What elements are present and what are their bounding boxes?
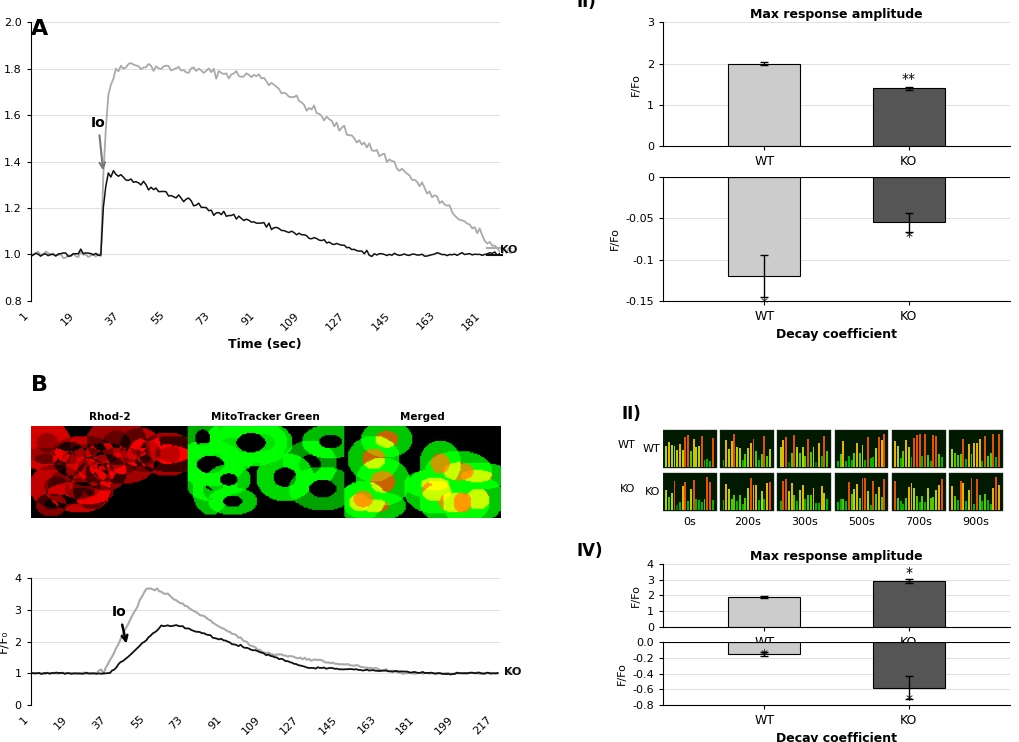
Y-axis label: F/Fo: F/Fo <box>616 662 626 685</box>
Text: *: * <box>904 566 911 580</box>
Text: Io: Io <box>91 116 105 168</box>
Bar <box>728 177 800 276</box>
Text: 200s: 200s <box>733 517 760 527</box>
Text: *: * <box>760 649 767 663</box>
Text: A: A <box>31 19 48 39</box>
Bar <box>728 643 800 654</box>
Bar <box>891 473 945 511</box>
Bar <box>776 430 830 467</box>
Text: 900s: 900s <box>962 517 988 527</box>
Text: Io: Io <box>112 605 127 641</box>
Text: 0s: 0s <box>683 517 696 527</box>
Text: *: * <box>904 693 911 707</box>
Y-axis label: F/Fo: F/Fo <box>631 73 641 96</box>
Bar <box>776 473 830 511</box>
Bar <box>662 430 716 467</box>
Text: wt: wt <box>499 246 513 256</box>
Text: B: B <box>31 375 48 395</box>
Bar <box>719 430 773 467</box>
Bar <box>871 177 944 223</box>
Y-axis label: F/F₀: F/F₀ <box>0 630 9 653</box>
Y-axis label: F/Fo: F/Fo <box>631 584 641 607</box>
Text: II): II) <box>621 405 641 424</box>
Bar <box>871 643 944 688</box>
X-axis label: Decay coefficient: Decay coefficient <box>775 329 896 341</box>
X-axis label: Decay coefficient: Decay coefficient <box>775 732 896 742</box>
Bar <box>719 473 773 511</box>
Text: Merged: Merged <box>399 413 444 422</box>
X-axis label: Time (sec): Time (sec) <box>228 338 302 350</box>
Bar <box>871 581 944 626</box>
Text: 500s: 500s <box>848 517 874 527</box>
Bar <box>891 430 945 467</box>
Bar <box>871 88 944 146</box>
Title: Max response amplitude: Max response amplitude <box>749 8 922 21</box>
Text: KO: KO <box>644 487 659 497</box>
Text: WT: WT <box>616 440 635 450</box>
Text: 300s: 300s <box>790 517 817 527</box>
Text: WT: WT <box>642 444 659 454</box>
Text: *: * <box>760 295 767 309</box>
Bar <box>949 430 1002 467</box>
Bar <box>834 473 888 511</box>
Y-axis label: F/Fo: F/Fo <box>609 228 620 250</box>
Bar <box>728 597 800 626</box>
Text: KO: KO <box>620 484 635 493</box>
Bar <box>662 473 716 511</box>
Bar <box>949 473 1002 511</box>
Bar <box>834 430 888 467</box>
Title: Max response amplitude: Max response amplitude <box>749 550 922 562</box>
Text: KO: KO <box>499 245 517 255</box>
Text: KO: KO <box>503 667 521 677</box>
Text: MitoTracker Green: MitoTracker Green <box>211 413 320 422</box>
Text: II): II) <box>576 0 595 11</box>
Text: IV): IV) <box>576 542 602 560</box>
Text: 700s: 700s <box>905 517 931 527</box>
Text: **: ** <box>901 71 915 85</box>
Bar <box>728 64 800 146</box>
Text: Rhod-2: Rhod-2 <box>89 413 130 422</box>
Text: *: * <box>904 229 911 243</box>
Text: wt: wt <box>503 667 517 677</box>
